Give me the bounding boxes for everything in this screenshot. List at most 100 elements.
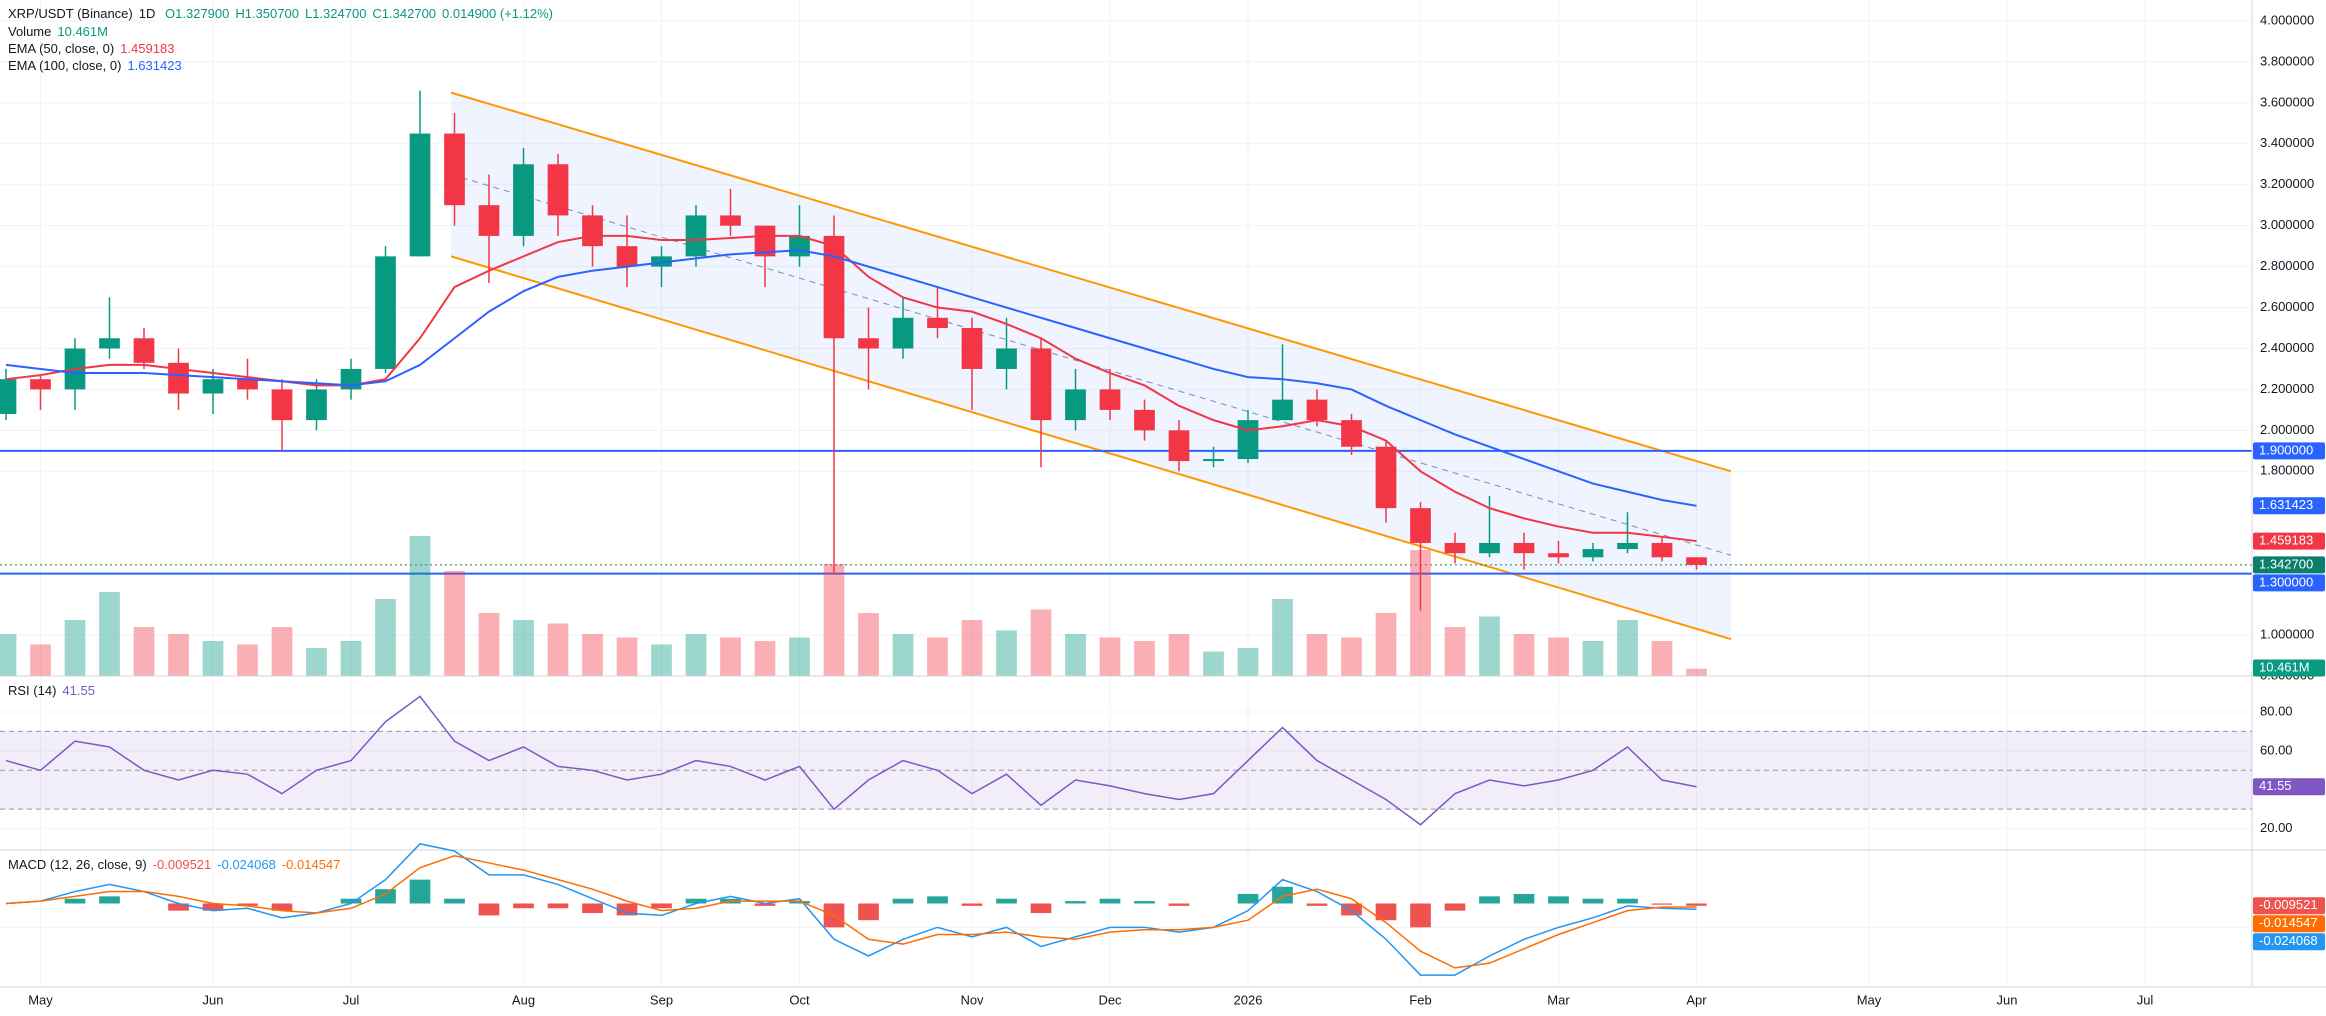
y-tick-label: 2.200000 (2260, 381, 2314, 396)
x-tick-label: Jul (2137, 992, 2154, 1007)
volume-bar (1099, 637, 1121, 676)
macd-hist-bar (582, 903, 603, 914)
candle-body (513, 164, 534, 236)
macd-name: MACD (12, 26, close, 9) (8, 857, 147, 872)
candle-body (478, 205, 500, 236)
candle-body (375, 256, 396, 369)
candle-body (1065, 389, 1086, 421)
candle-body (858, 338, 879, 349)
x-tick-label: Jun (1997, 992, 2018, 1007)
volume-bar (306, 648, 327, 676)
axis-tag (2253, 532, 2325, 550)
channel-mid (450, 174, 1732, 556)
ema-line (5, 249, 1697, 507)
interval: 1D (138, 6, 156, 21)
candle-body (1272, 399, 1293, 421)
axis-tag-label: -0.014547 (2259, 915, 2318, 930)
x-tick-label: Mar (1547, 992, 1570, 1007)
volume-bar (202, 641, 224, 676)
x-tick-label: Apr (1686, 992, 1707, 1007)
axis-tag (2253, 778, 2325, 796)
y-tick-label: 80.00 (2260, 703, 2293, 718)
macd-hist-bar (1548, 896, 1569, 904)
volume-bar (1306, 634, 1328, 676)
macd-hist-bar (1582, 898, 1604, 904)
candle-body (1548, 553, 1569, 558)
candle-body (961, 328, 983, 369)
volume-bar (1134, 641, 1155, 676)
candle-body (1237, 420, 1259, 460)
macd-hist-bar (754, 903, 776, 906)
axis-tag (2253, 574, 2325, 592)
candle-body (0, 379, 17, 414)
volume-bar (237, 644, 258, 676)
axis-tag-label: 10.461M (2259, 659, 2310, 674)
candle-body (271, 389, 293, 421)
macd-hist-bar (685, 898, 707, 904)
macd-hist-bar (547, 903, 569, 909)
volume-bar (409, 536, 431, 676)
axis-tag-label: 1.459183 (2259, 533, 2313, 548)
axis-tag-label: -0.009521 (2259, 897, 2318, 912)
candle-body (582, 215, 603, 247)
candle-body (1686, 557, 1707, 565)
volume-bar (1030, 609, 1052, 676)
volume-bar (1341, 637, 1362, 676)
volume-bar (1444, 627, 1466, 676)
macd-hist-bar (478, 903, 500, 916)
macd-hist-bar (99, 896, 120, 904)
macd-hist-bar (789, 901, 810, 904)
candle-body (1099, 389, 1121, 410)
y-tick-label: 1.000000 (2260, 626, 2314, 641)
candle-body (823, 235, 845, 339)
x-tick-label: Sep (650, 992, 673, 1007)
macd-hist-bar (616, 903, 638, 916)
macd-hist-bar (237, 903, 258, 906)
volume-bar (478, 613, 500, 676)
x-tick-label: Dec (1098, 992, 1122, 1007)
axis-tag-label: 1.342700 (2259, 556, 2313, 571)
macd-hist-bar (1479, 896, 1500, 904)
ema100-legend: EMA (100, close, 0) 1.631423 (8, 58, 188, 73)
volume-bar (1168, 634, 1190, 676)
rsi-value: 41.55 (62, 683, 95, 698)
y-tick-label: 20.00 (2260, 820, 2293, 835)
axis-tag-label: 1.900000 (2259, 442, 2313, 457)
macd-hist-bar (892, 898, 914, 904)
ema50-legend: EMA (50, close, 0) 1.459183 (8, 41, 180, 56)
macd-hist-value: -0.009521 (152, 857, 212, 872)
volume-bar (1651, 641, 1673, 676)
candle-body (1410, 508, 1431, 543)
candle-body (133, 338, 155, 363)
volume-bar (133, 627, 155, 676)
volume-bar (1237, 648, 1259, 676)
macd-legend: MACD (12, 26, close, 9) -0.009521 -0.02406… (8, 857, 346, 872)
macd-hist-bar (1651, 903, 1673, 905)
axis-tag (2253, 442, 2325, 460)
macd-hist-bar (1375, 903, 1397, 921)
axis-tag (2253, 915, 2325, 933)
volume-bar (1548, 637, 1569, 676)
macd-hist-bar (444, 898, 465, 904)
candle-body (30, 379, 51, 390)
axis-tag-label: 1.300000 (2259, 574, 2313, 589)
axis-tag-label: -0.024068 (2259, 933, 2318, 948)
volume-bar (1513, 634, 1535, 676)
axis-tag (2253, 556, 2325, 574)
volume-bar (651, 644, 672, 676)
ohlc-change: 0.014900 (+1.12%) (442, 6, 553, 21)
volume-bar (582, 634, 603, 676)
macd-hist-bar (1686, 903, 1707, 906)
macd-hist-bar (961, 903, 983, 906)
axis-tag (2253, 897, 2325, 915)
y-tick-label: 3.000000 (2260, 217, 2314, 232)
volume-bar (547, 623, 569, 676)
volume-bar (961, 620, 983, 676)
volume-bar (1479, 616, 1500, 676)
candle-body (1479, 542, 1500, 554)
ohlc-open: O1.327900 (165, 6, 230, 21)
candle-body (1582, 549, 1604, 558)
macd-hist-bar (271, 903, 293, 911)
